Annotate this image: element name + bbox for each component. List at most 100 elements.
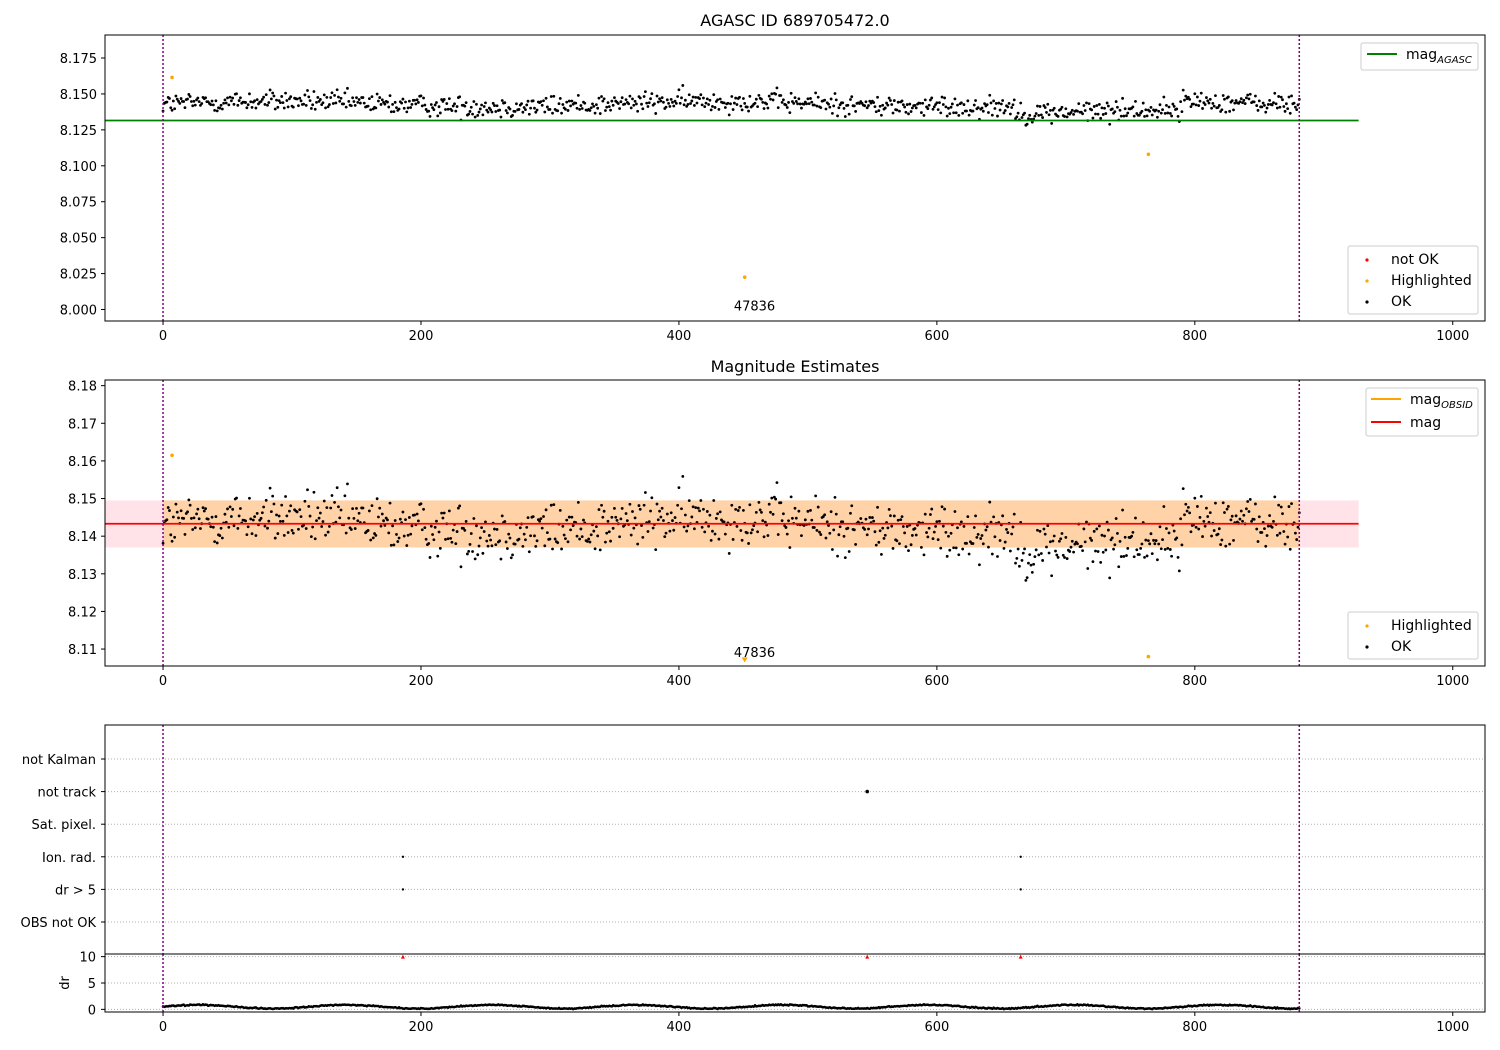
ok-point: [881, 526, 885, 530]
ok-point: [682, 525, 686, 529]
ok-point: [810, 100, 814, 104]
ok-point: [874, 110, 878, 114]
ok-point: [691, 505, 695, 509]
ok-point: [754, 510, 758, 514]
ok-point: [1039, 552, 1043, 555]
ok-point: [1238, 100, 1242, 104]
ok-point: [450, 109, 454, 113]
ok-point: [780, 100, 784, 104]
ok-point: [357, 98, 361, 101]
ok-point: [543, 110, 547, 114]
ok-point: [1030, 120, 1034, 124]
ok-point: [1216, 106, 1220, 109]
ok-point: [423, 526, 427, 530]
ok-point: [1141, 101, 1145, 105]
ok-point: [1260, 531, 1264, 534]
ok-point: [1010, 532, 1014, 536]
ok-point: [1021, 551, 1025, 555]
ok-point: [723, 106, 727, 109]
ok-point: [583, 101, 587, 105]
ok-point: [315, 100, 318, 104]
ok-point: [303, 93, 307, 97]
ok-point: [877, 540, 881, 544]
y-tick-label: 8.17: [68, 417, 97, 432]
ok-point: [633, 516, 637, 520]
ok-point: [451, 104, 455, 108]
ok-point: [346, 86, 349, 90]
ok-point: [1229, 518, 1233, 522]
ok-point: [594, 525, 598, 528]
ok-point: [578, 537, 582, 541]
ok-point: [1063, 115, 1066, 118]
ok-point: [264, 498, 268, 502]
y-tick-label: 8.13: [68, 568, 97, 583]
magnitude-panel-frame: [104, 379, 1486, 667]
ok-point: [1197, 104, 1201, 107]
ok-point: [1181, 88, 1185, 92]
ok-point: [910, 534, 914, 537]
ok-point: [255, 512, 259, 515]
ok-point: [771, 512, 775, 516]
ok-point: [619, 100, 623, 104]
ok-point: [1150, 552, 1154, 556]
dr-tick-label: 10: [79, 951, 96, 966]
ok-point: [798, 102, 802, 106]
ok-point: [281, 519, 285, 523]
ok-point: [849, 511, 852, 515]
y-tick-label: 8.075: [60, 196, 97, 211]
legend-ok-2: OK: [1391, 639, 1412, 655]
svg-text:magOBSID: magOBSID: [1410, 392, 1473, 411]
ok-point: [1134, 99, 1137, 103]
ok-point: [1148, 109, 1152, 113]
ok-point: [534, 544, 538, 548]
ok-point: [1256, 108, 1260, 112]
ok-point: [499, 557, 503, 561]
ok-point: [186, 97, 189, 101]
ok-point: [298, 96, 302, 100]
flag-point: [1019, 855, 1022, 858]
ok-point: [1090, 108, 1094, 112]
ok-point: [235, 92, 238, 96]
ok-point: [693, 104, 696, 107]
ok-point: [170, 539, 174, 543]
ok-point: [959, 520, 963, 524]
ok-point: [1034, 548, 1038, 552]
ok-point: [1038, 529, 1042, 533]
ok-point: [671, 519, 674, 522]
ok-point: [464, 101, 468, 105]
ok-point: [1183, 513, 1186, 517]
ok-point: [905, 103, 909, 106]
ok-point: [787, 519, 790, 523]
ok-point: [1272, 101, 1275, 105]
ok-point: [349, 528, 353, 531]
ok-point: [1294, 105, 1297, 109]
ok-point: [824, 536, 828, 540]
ok-point: [1263, 527, 1266, 531]
ok-point: [962, 525, 966, 528]
ok-point: [578, 107, 582, 111]
ok-point: [531, 515, 535, 519]
ok-point: [244, 519, 247, 523]
ok-point: [588, 540, 592, 544]
ok-point: [956, 526, 959, 530]
ok-point: [428, 115, 432, 118]
ok-point: [420, 104, 424, 108]
ok-point: [404, 100, 407, 104]
ok-point: [1295, 538, 1299, 541]
ok-point: [173, 535, 177, 539]
ok-point: [605, 531, 609, 535]
ok-point: [646, 530, 650, 533]
ok-point: [267, 519, 271, 523]
ok-point: [956, 103, 959, 107]
ok-point: [1059, 537, 1063, 541]
ok-point: [807, 102, 811, 106]
ok-point: [669, 97, 673, 101]
ok-point: [1126, 111, 1130, 115]
ok-point: [887, 508, 891, 511]
ok-point: [752, 524, 756, 528]
ok-point: [1242, 513, 1246, 517]
ok-point: [818, 530, 821, 534]
ok-point: [409, 532, 413, 536]
ok-point: [467, 112, 471, 116]
ok-point: [1010, 106, 1014, 109]
